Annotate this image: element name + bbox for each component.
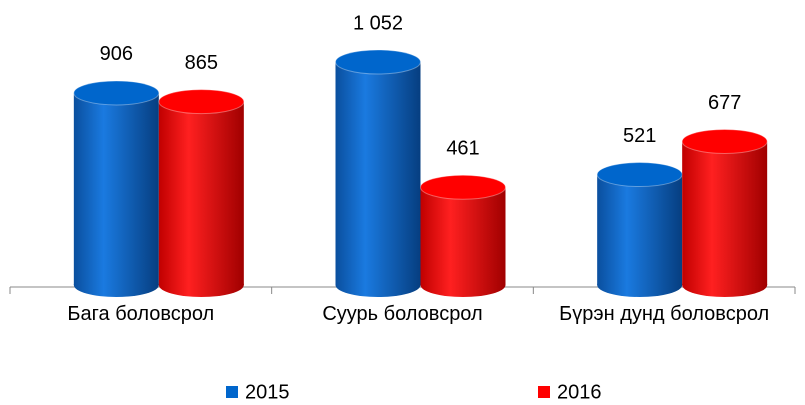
data-label: 906 [100, 43, 133, 65]
legend-label: 2015 [245, 381, 290, 403]
data-label: 677 [708, 92, 741, 114]
bar-part [73, 92, 159, 285]
bar-part [597, 174, 683, 285]
x-tick-label: Суурь боловсрол [322, 303, 483, 325]
bar [335, 49, 421, 297]
bar-part [335, 62, 421, 285]
x-tick-label: Бага боловсрол [67, 303, 215, 325]
data-label: 521 [623, 125, 656, 147]
bar [158, 89, 245, 297]
data-label: 461 [446, 138, 479, 160]
legend-label: 2016 [557, 381, 602, 403]
bar-part [420, 174, 506, 200]
bar-part [596, 162, 683, 188]
bar-part [335, 49, 421, 75]
bar-part [420, 187, 506, 285]
x-tick-label: Бүрэн дунд боловсрол [559, 303, 770, 325]
bar-part [158, 89, 245, 115]
bar [73, 80, 160, 297]
bar-part [73, 80, 160, 106]
bar-part [681, 128, 768, 154]
bar [596, 162, 683, 297]
bar-part [158, 101, 244, 285]
data-label: 1 052 [353, 12, 403, 34]
legend-swatch [226, 386, 238, 398]
bar [681, 128, 768, 297]
bar [420, 174, 506, 297]
bar-part [682, 141, 768, 285]
data-label: 865 [185, 52, 218, 74]
legend-swatch [538, 386, 550, 398]
